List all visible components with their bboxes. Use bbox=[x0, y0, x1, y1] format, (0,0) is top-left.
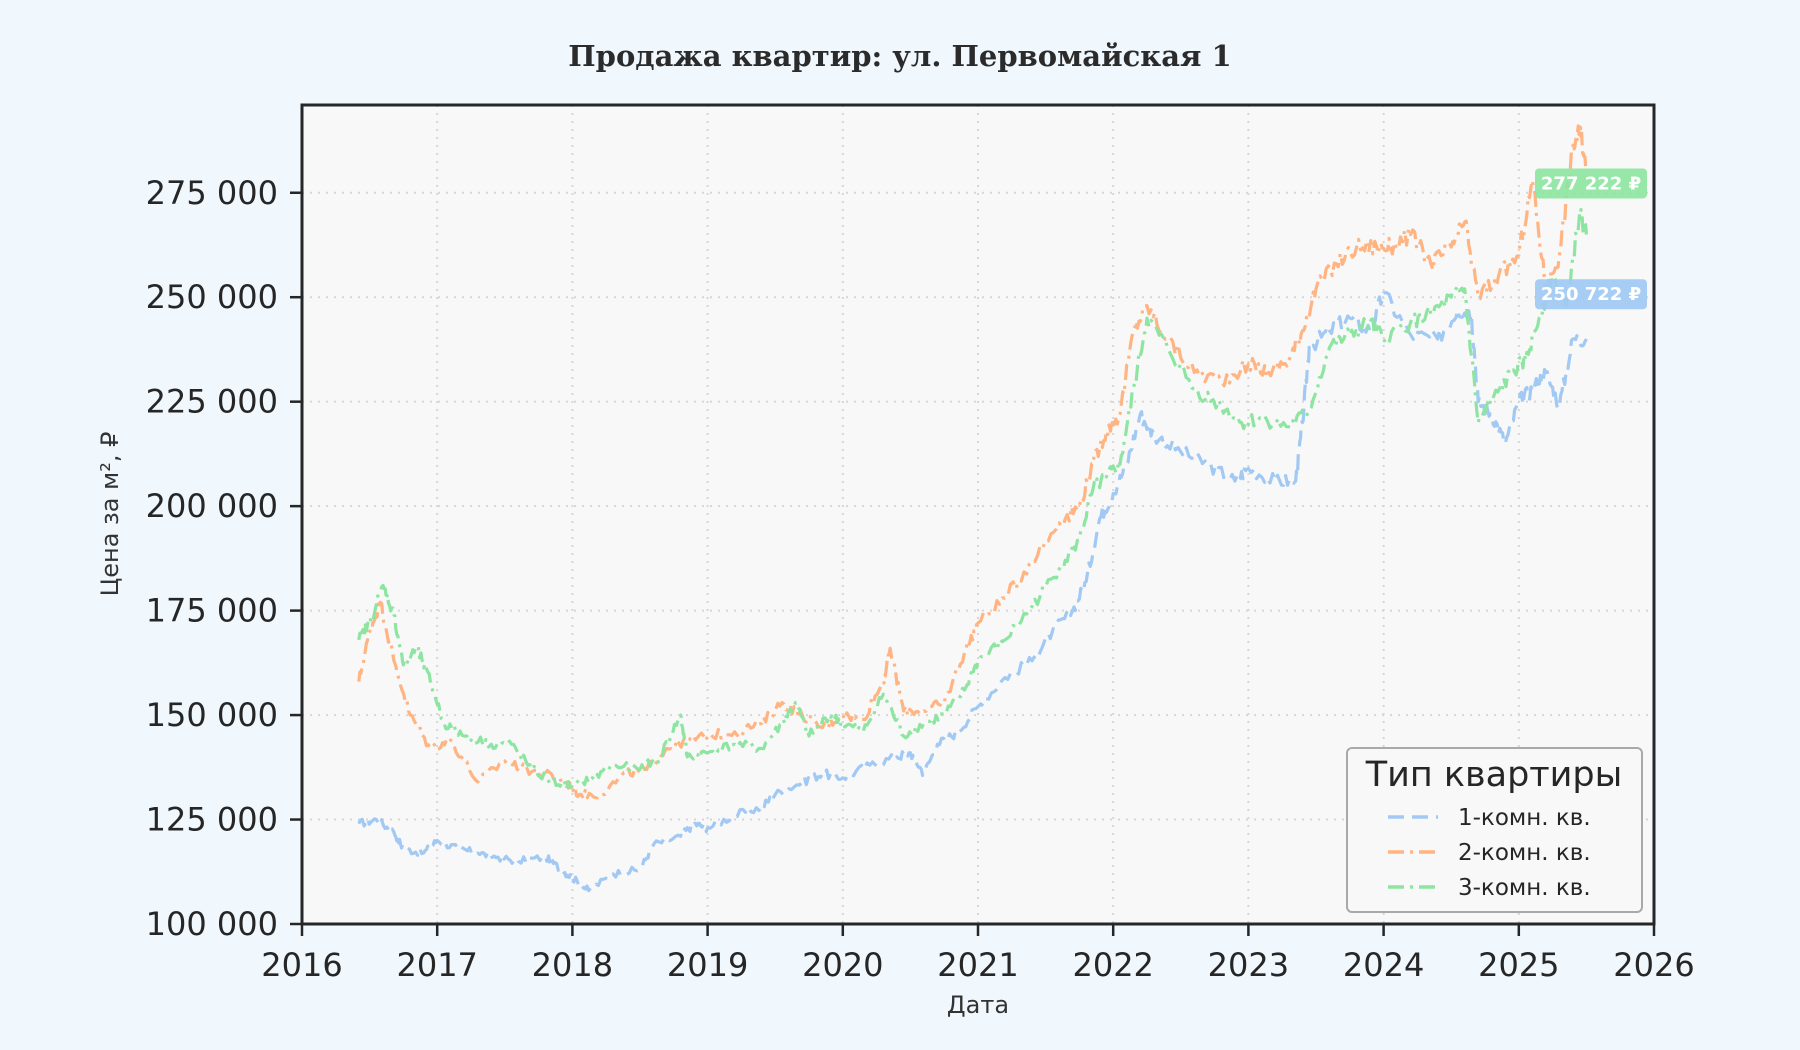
value-badge-label: 250 722 ₽ bbox=[1541, 284, 1641, 305]
value-badge bbox=[1535, 279, 1647, 310]
end-value-badges: 277 222 ₽ 250 722 ₽ bbox=[1535, 168, 1647, 310]
series-layer bbox=[357, 124, 1588, 893]
chart-title: Продажа квартир: ул. Первомайская 1 bbox=[568, 39, 1231, 73]
y-tick-label: 150 000 bbox=[146, 696, 278, 734]
x-tick-label: 2025 bbox=[1478, 946, 1559, 984]
grid-lines bbox=[302, 105, 1654, 924]
series-line-1 bbox=[357, 291, 1588, 893]
series-line-3 bbox=[357, 208, 1588, 791]
legend-label-1: 1-комн. кв. bbox=[1458, 805, 1591, 831]
y-tick-label: 250 000 bbox=[146, 278, 278, 316]
x-tick-label: 2026 bbox=[1613, 946, 1694, 984]
y-axis-label: Цена за м², ₽ bbox=[96, 432, 124, 597]
x-tick-label: 2022 bbox=[1072, 946, 1153, 984]
x-tick-label: 2021 bbox=[937, 946, 1018, 984]
legend-label-2: 2-комн. кв. bbox=[1458, 840, 1591, 866]
x-tick-label: 2024 bbox=[1343, 946, 1424, 984]
x-tick-label: 2019 bbox=[667, 946, 748, 984]
legend-label-3: 3-комн. кв. bbox=[1458, 875, 1591, 901]
x-tick-label: 2017 bbox=[396, 946, 477, 984]
y-tick-label: 225 000 bbox=[146, 383, 278, 421]
y-tick-label: 175 000 bbox=[146, 592, 278, 630]
value-badge-label: 277 222 ₽ bbox=[1541, 173, 1641, 194]
x-tick-label: 2023 bbox=[1208, 946, 1289, 984]
x-axis: 2016 2017 2018 2019 2020 2021 2022 2023 2024 2025… bbox=[261, 924, 1695, 984]
legend-items: 1-комн. кв. 2-комн. кв. 3-комн. кв. bbox=[1388, 805, 1591, 901]
y-tick-label: 100 000 bbox=[146, 905, 278, 943]
x-tick-label: 2018 bbox=[532, 946, 613, 984]
y-tick-label: 125 000 bbox=[146, 801, 278, 839]
x-tick-label: 2016 bbox=[261, 946, 342, 984]
legend-box bbox=[1346, 747, 1643, 913]
y-tick-label: 275 000 bbox=[146, 174, 278, 212]
legend: Тип квартиры 1-комн. кв. 2-комн. кв. 3-ком… bbox=[1346, 747, 1643, 913]
legend-title: Тип квартиры bbox=[1365, 755, 1623, 795]
y-axis: 100 000 125 000 150 000 175 000 200 000 225 0… bbox=[146, 174, 302, 943]
y-tick-label: 200 000 bbox=[146, 487, 278, 525]
x-axis-label: Дата bbox=[947, 991, 1009, 1019]
x-tick-label: 2020 bbox=[802, 946, 883, 984]
value-badge bbox=[1535, 168, 1647, 199]
